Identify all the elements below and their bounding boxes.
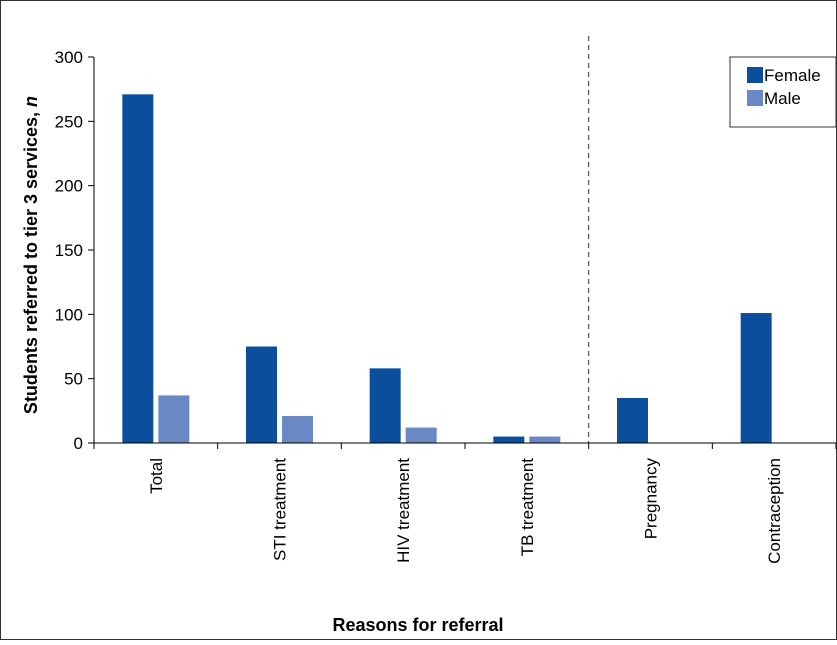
y-tick-label: 50	[64, 370, 83, 389]
y-tick-label: 100	[55, 305, 83, 324]
legend: Female Male	[729, 56, 837, 128]
plot-area	[122, 94, 772, 444]
bar-female-total	[122, 94, 154, 444]
bar-male-sti-treatment	[282, 415, 313, 443]
x-tick-label: STI treatment	[271, 458, 290, 561]
bar-male-tb-treatment	[529, 436, 561, 443]
legend-label-female: Female	[764, 66, 821, 85]
x-tick-label: Contraception	[765, 458, 784, 564]
bar-female-contraception	[740, 313, 772, 443]
y-tick-label: 250	[55, 112, 83, 131]
x-tick-label: Pregnancy	[642, 458, 661, 540]
x-tick-label: TB treatment	[518, 458, 537, 557]
axes: Total STI treatment HIV treatment TB treatm…	[55, 36, 837, 564]
y-tick-label: 150	[55, 241, 83, 260]
y-axis-title-italic: n	[21, 96, 41, 107]
bar-female-pregnancy	[617, 397, 648, 443]
y-axis-title: Students referred to tier 3 services, n	[21, 96, 41, 414]
y-tick-label: 200	[55, 177, 83, 196]
legend-label-male: Male	[764, 89, 801, 108]
x-tick-label: HIV treatment	[394, 458, 413, 563]
bar-female-hiv-treatment	[369, 368, 401, 443]
bar-female-sti-treatment	[246, 346, 277, 443]
x-axis-title: Reasons for referral	[332, 615, 503, 635]
legend-swatch-female	[747, 67, 763, 83]
bar-male-total	[158, 395, 190, 443]
legend-swatch-male	[747, 90, 763, 106]
bar-male-hiv-treatment	[405, 427, 437, 443]
y-tick-label: 0	[74, 434, 83, 453]
x-tick-label: Total	[147, 458, 166, 494]
y-tick-label: 300	[55, 48, 83, 67]
bar-female-tb-treatment	[493, 436, 525, 443]
y-axis-title-text: Students referred to tier 3 services,	[21, 112, 41, 414]
